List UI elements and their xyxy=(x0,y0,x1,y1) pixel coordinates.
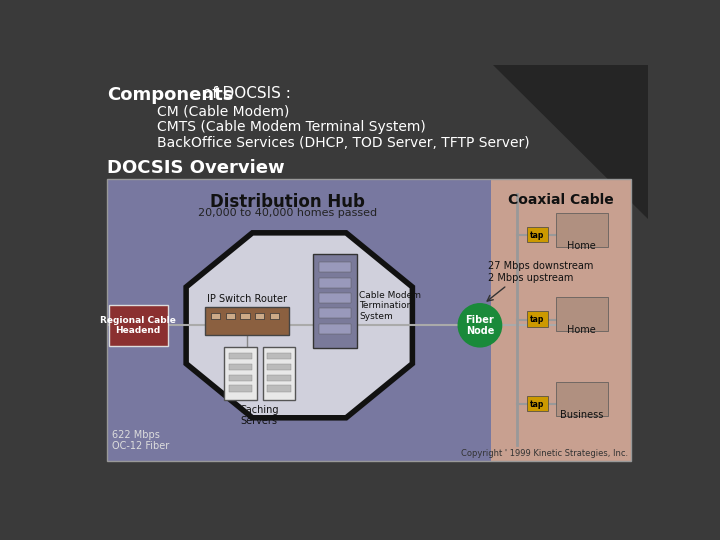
Text: Business: Business xyxy=(560,410,603,420)
Text: IP Switch Router: IP Switch Router xyxy=(207,294,287,303)
Bar xyxy=(267,364,291,370)
FancyBboxPatch shape xyxy=(528,227,547,242)
Bar xyxy=(319,262,351,272)
Bar xyxy=(270,313,279,319)
Text: BackOffice Services (DHCP, TOD Server, TFTP Server): BackOffice Services (DHCP, TOD Server, T… xyxy=(158,136,530,150)
Bar xyxy=(240,313,250,319)
Bar xyxy=(225,313,235,319)
Bar xyxy=(319,293,351,303)
Bar xyxy=(229,386,252,392)
FancyBboxPatch shape xyxy=(109,305,168,346)
Circle shape xyxy=(458,303,502,347)
Text: Copyright ' 1999 Kinetic Strategies, Inc.: Copyright ' 1999 Kinetic Strategies, Inc… xyxy=(461,449,628,457)
Text: Caching
Servers: Caching Servers xyxy=(239,404,279,426)
Bar xyxy=(267,353,291,359)
Bar xyxy=(267,375,291,381)
Text: of DOCSIS :: of DOCSIS : xyxy=(199,86,292,102)
Bar xyxy=(492,179,631,461)
Text: 20,000 to 40,000 homes passed: 20,000 to 40,000 homes passed xyxy=(198,208,377,218)
Polygon shape xyxy=(186,233,413,418)
Bar xyxy=(267,386,291,392)
FancyBboxPatch shape xyxy=(528,396,547,411)
FancyBboxPatch shape xyxy=(556,382,608,416)
Bar xyxy=(319,278,351,288)
FancyBboxPatch shape xyxy=(313,254,356,348)
Bar xyxy=(319,308,351,319)
Bar xyxy=(229,364,252,370)
Text: CM (Cable Modem): CM (Cable Modem) xyxy=(158,105,289,119)
Text: DOCSIS Overview: DOCSIS Overview xyxy=(107,159,284,177)
Bar xyxy=(107,179,492,461)
Text: 622 Mbps
OC-12 Fiber: 622 Mbps OC-12 Fiber xyxy=(112,430,169,451)
Bar xyxy=(229,375,252,381)
Text: CMTS (Cable Modem Terminal System): CMTS (Cable Modem Terminal System) xyxy=(158,120,426,134)
Bar xyxy=(319,324,351,334)
FancyBboxPatch shape xyxy=(556,298,608,331)
Text: 27 Mbps downstream
2 Mbps upstream: 27 Mbps downstream 2 Mbps upstream xyxy=(487,261,593,283)
Text: Home: Home xyxy=(567,325,596,335)
Bar xyxy=(255,313,264,319)
FancyBboxPatch shape xyxy=(556,213,608,247)
Bar xyxy=(229,353,252,359)
Text: Coaxial Cable: Coaxial Cable xyxy=(508,193,614,207)
FancyBboxPatch shape xyxy=(263,347,295,400)
FancyBboxPatch shape xyxy=(224,347,256,400)
Text: Distribution Hub: Distribution Hub xyxy=(210,193,365,211)
Text: Components: Components xyxy=(107,86,233,104)
Text: Regional Cable
Headend: Regional Cable Headend xyxy=(100,315,176,335)
Bar xyxy=(107,179,631,461)
Text: tap: tap xyxy=(531,400,544,409)
Text: tap: tap xyxy=(531,231,544,240)
Bar xyxy=(211,313,220,319)
Polygon shape xyxy=(493,65,648,219)
Text: Fiber
Node: Fiber Node xyxy=(466,314,495,336)
Text: tap: tap xyxy=(531,315,544,324)
FancyBboxPatch shape xyxy=(528,311,547,327)
Text: Cable Modem
Termination
System: Cable Modem Termination System xyxy=(359,291,421,321)
Text: Home: Home xyxy=(567,240,596,251)
FancyBboxPatch shape xyxy=(204,307,289,335)
